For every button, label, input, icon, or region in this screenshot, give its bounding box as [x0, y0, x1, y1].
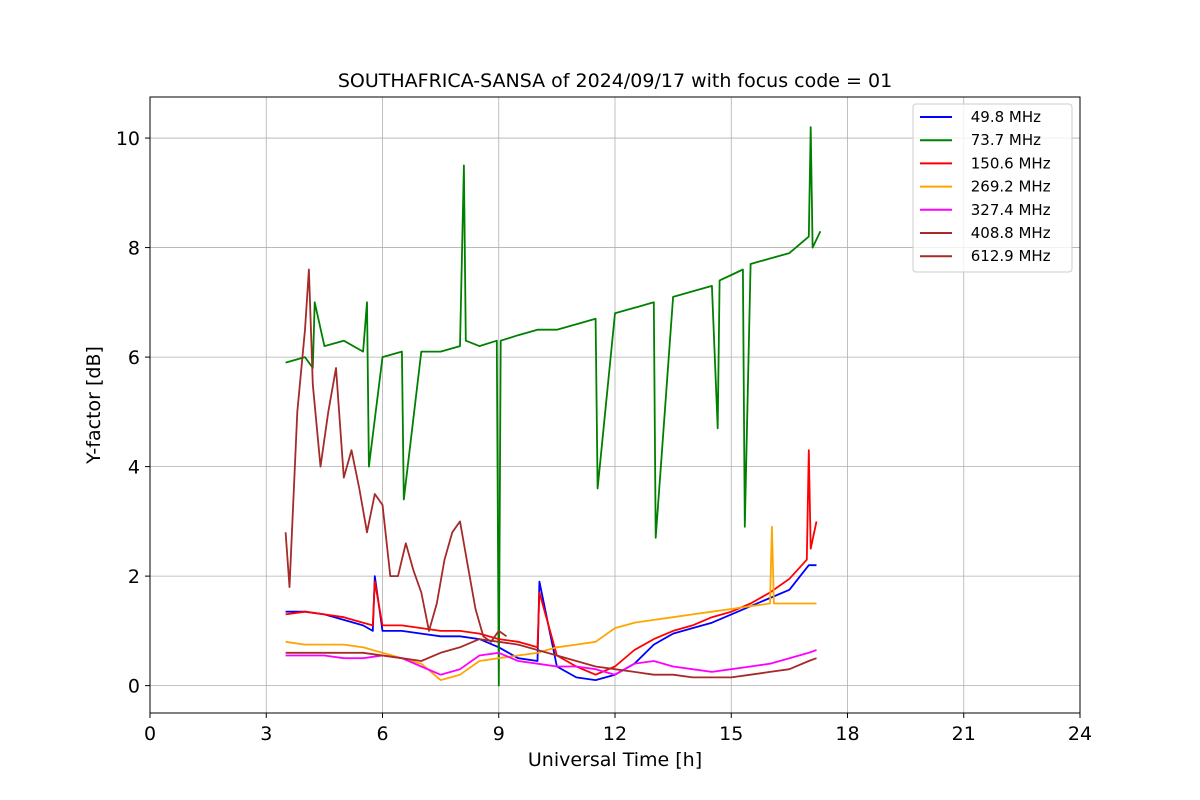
legend-label: 49.8 MHz	[966, 108, 1041, 126]
x-tick-label: 0	[144, 723, 156, 745]
legend: 49.8 MHz 73.7 MHz 150.6 MHz 269.2 MHz 32…	[912, 103, 1073, 273]
series-line-3	[285, 449, 818, 676]
series-line-7	[284, 268, 508, 643]
x-tick-label: 3	[260, 723, 272, 745]
series-lines	[284, 126, 822, 687]
y-tick-label: 2	[128, 566, 140, 588]
x-tick-label: 6	[376, 723, 388, 745]
series-line-6	[285, 638, 817, 679]
x-tick-label: 21	[952, 723, 976, 745]
x-axis-label: Universal Time [h]	[528, 749, 702, 771]
legend-label: 269.2 MHz	[966, 178, 1051, 196]
x-tick-label: 18	[835, 723, 859, 745]
y-tick-label: 4	[128, 457, 140, 479]
y-tick-label: 10	[116, 128, 140, 150]
legend-label: 150.6 MHz	[966, 154, 1051, 172]
series-line-4	[285, 525, 817, 681]
legend-box	[912, 103, 1073, 273]
chart-title: SOUTHAFRICA-SANSA of 2024/09/17 with foc…	[338, 70, 892, 92]
y-tick-label: 6	[128, 347, 140, 369]
y-axis-label: Y-factor [dB]	[83, 346, 105, 465]
y-tick-label: 8	[128, 238, 140, 260]
x-tick-label: 12	[603, 723, 627, 745]
legend-label: 408.8 MHz	[966, 224, 1051, 242]
series-line-2	[285, 126, 822, 687]
legend-label: 612.9 MHz	[966, 247, 1051, 265]
legend-label: 73.7 MHz	[966, 131, 1041, 149]
y-tick-label: 0	[128, 676, 140, 698]
x-tick-label: 9	[493, 723, 505, 745]
series-line-5	[285, 649, 817, 676]
legend-label: 327.4 MHz	[966, 201, 1051, 219]
x-tick-label: 24	[1068, 723, 1092, 745]
x-tick-label: 15	[719, 723, 743, 745]
